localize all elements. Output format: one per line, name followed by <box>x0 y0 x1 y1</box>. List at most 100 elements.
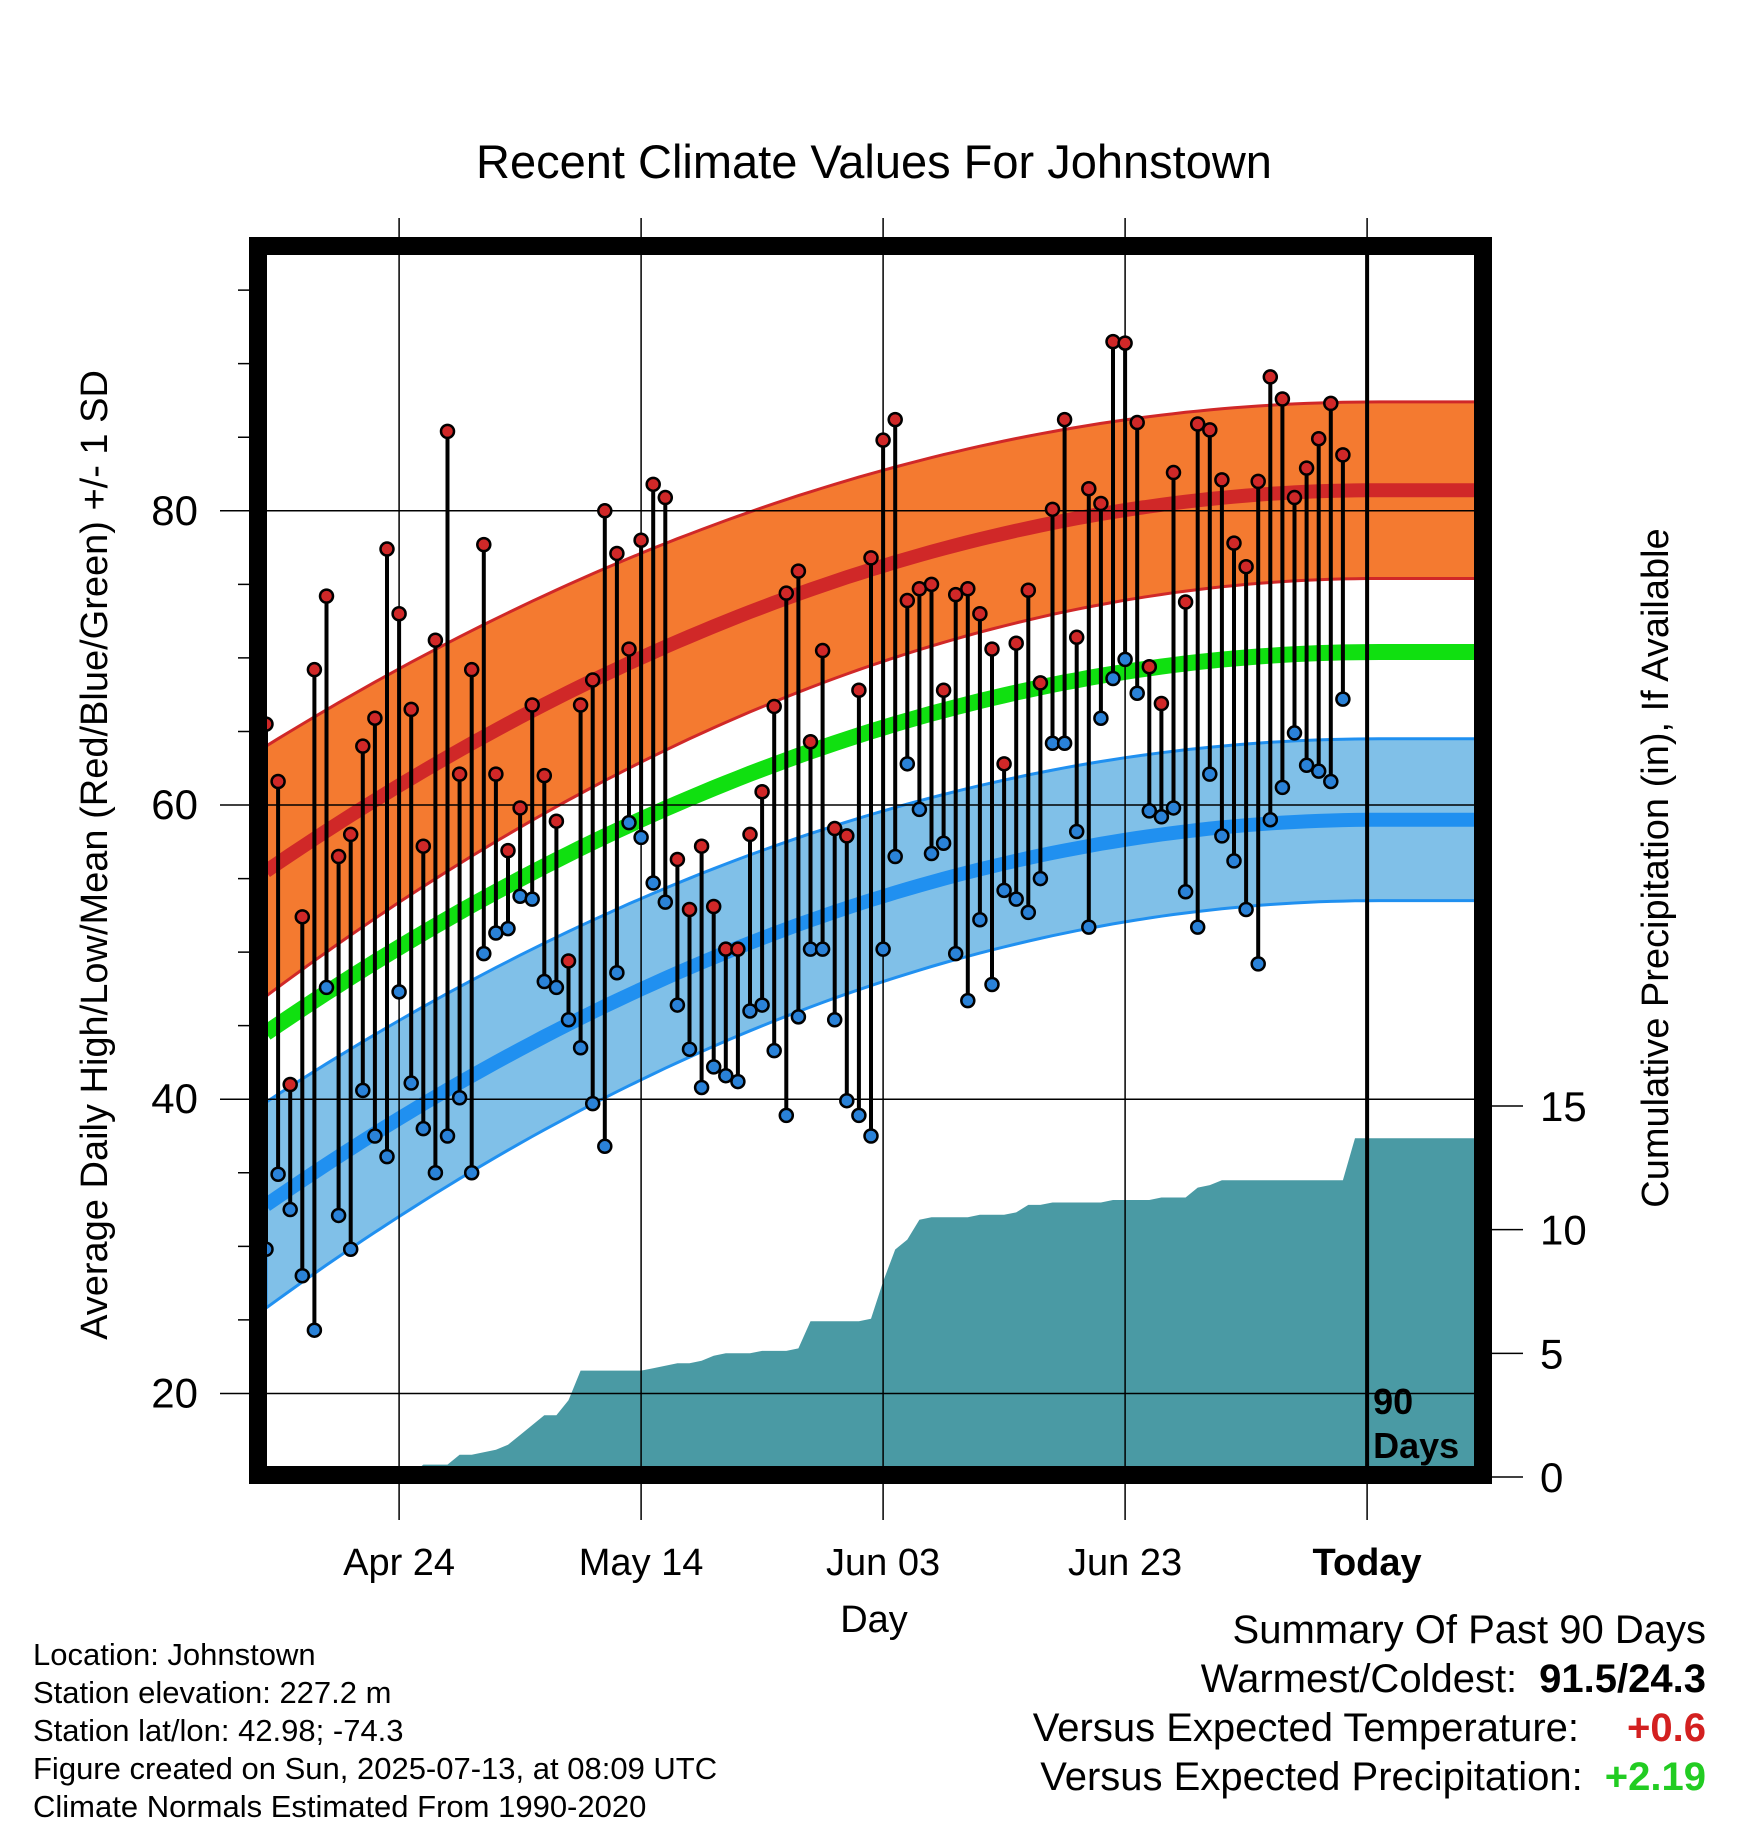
daily-high-point <box>730 941 746 957</box>
daily-low-point <box>669 997 686 1013</box>
daily-low-point <box>1129 685 1145 701</box>
daily-high-point <box>1153 695 1170 712</box>
daily-low-point <box>560 1012 577 1028</box>
daily-low-point <box>790 1009 807 1025</box>
daily-low-point <box>294 1268 311 1284</box>
daily-high-point <box>560 953 577 969</box>
daily-high-point <box>621 641 637 657</box>
daily-low-point <box>839 1092 855 1109</box>
daily-low-point <box>476 945 492 962</box>
daily-high-point <box>512 800 528 816</box>
daily-high-point <box>633 532 649 548</box>
daily-low-point <box>1262 811 1279 828</box>
figure-created: Figure created on Sun, 2025-07-13, at 08… <box>33 1751 718 1786</box>
daily-high-point <box>766 698 782 715</box>
daily-high-point <box>1117 335 1133 351</box>
y-tick-label: 40 <box>151 1075 198 1122</box>
daily-high-point <box>306 661 323 678</box>
daily-high-point <box>379 541 395 557</box>
daily-low-point <box>984 976 1000 993</box>
daily-high-point <box>1044 501 1061 518</box>
daily-low-point <box>1008 891 1024 907</box>
daily-low-point <box>1226 853 1242 869</box>
daily-low-point <box>778 1107 795 1124</box>
daily-high-point <box>681 901 698 918</box>
daily-low-point <box>379 1148 395 1165</box>
y-tick-label: 80 <box>151 487 198 534</box>
daily-high-point <box>367 710 383 726</box>
daily-low-point <box>935 835 952 852</box>
daily-low-point <box>621 814 637 831</box>
daily-low-point <box>923 845 940 862</box>
daily-low-point <box>342 1241 359 1258</box>
daily-low-point <box>355 1082 371 1099</box>
daily-low-point <box>1274 779 1291 796</box>
daily-high-point <box>1129 414 1145 431</box>
y2-tick-label: 10 <box>1540 1207 1587 1254</box>
daily-high-point <box>1250 473 1266 490</box>
daily-low-point <box>1310 763 1327 779</box>
daily-low-point <box>318 979 335 996</box>
daily-high-point <box>1068 629 1085 646</box>
daily-low-point <box>427 1165 444 1181</box>
daily-low-point <box>1032 870 1049 887</box>
station-info: Location: Johnstown Station elevation: 2… <box>33 1636 717 1826</box>
daily-low-point <box>947 945 964 962</box>
temp-anomaly-value: +0.6 <box>1627 1706 1706 1750</box>
daily-low-point <box>645 875 661 891</box>
daily-high-point <box>536 767 553 784</box>
daily-high-point <box>705 898 722 915</box>
daily-high-point <box>403 701 419 718</box>
daily-low-point <box>500 920 516 937</box>
daily-low-point <box>1335 691 1351 707</box>
daily-low-point <box>282 1201 298 1218</box>
x-tick-label: Jun 23 <box>1068 1542 1182 1584</box>
daily-low-point <box>439 1128 456 1144</box>
daily-low-point <box>826 1012 843 1028</box>
daily-high-point <box>463 661 480 678</box>
daily-high-point <box>887 411 903 428</box>
daily-high-point <box>439 423 456 440</box>
daily-high-point <box>1081 480 1097 497</box>
daily-high-point <box>1323 395 1339 412</box>
daily-high-point <box>875 432 891 448</box>
daily-high-point <box>391 606 407 622</box>
daily-high-point <box>996 756 1012 772</box>
daily-high-point <box>778 585 795 601</box>
daily-high-point <box>935 682 952 699</box>
x-tick-label: Jun 03 <box>826 1542 940 1584</box>
summary-temp-row: Versus Expected Temperature: +0.6 <box>1033 1704 1706 1753</box>
daily-low-point <box>633 829 649 846</box>
daily-low-point <box>330 1207 347 1224</box>
daily-low-point <box>814 941 831 957</box>
daily-low-point <box>705 1059 722 1075</box>
daily-high-point <box>960 581 976 597</box>
daily-high-point <box>1141 658 1158 675</box>
daily-low-point <box>1177 884 1194 900</box>
daily-low-point <box>1238 901 1254 918</box>
chart-title: Recent Climate Values For Johnstown <box>476 135 1272 188</box>
daily-high-point <box>972 606 988 622</box>
daily-high-point <box>584 672 601 688</box>
plot-layer: 90 Days 20 40 60 80 0 5 10 15 Apr 24 May 14 Jun 03 Ju… <box>151 218 1587 1584</box>
daily-high-point <box>1056 411 1073 428</box>
warm-cold-label: Warmest/Coldest: <box>1200 1657 1518 1701</box>
daily-high-point <box>754 784 770 800</box>
daily-low-point <box>584 1095 601 1112</box>
daily-low-point <box>451 1090 468 1106</box>
daily-low-point <box>1020 904 1037 921</box>
daily-low-point <box>391 984 407 1000</box>
daily-high-point <box>1020 582 1037 598</box>
daily-low-point <box>524 891 540 907</box>
daily-high-point <box>1226 535 1242 551</box>
daily-low-point <box>996 882 1012 899</box>
daily-low-point <box>875 941 891 957</box>
daily-low-point <box>1056 735 1073 751</box>
daily-high-point <box>669 851 686 868</box>
today-marker-label: 90 Days <box>1373 1381 1459 1466</box>
daily-high-point <box>899 592 916 609</box>
daily-low-point <box>1117 651 1133 668</box>
daily-low-point <box>1153 809 1170 825</box>
daily-high-point <box>1189 416 1206 432</box>
daily-high-point <box>270 773 286 790</box>
